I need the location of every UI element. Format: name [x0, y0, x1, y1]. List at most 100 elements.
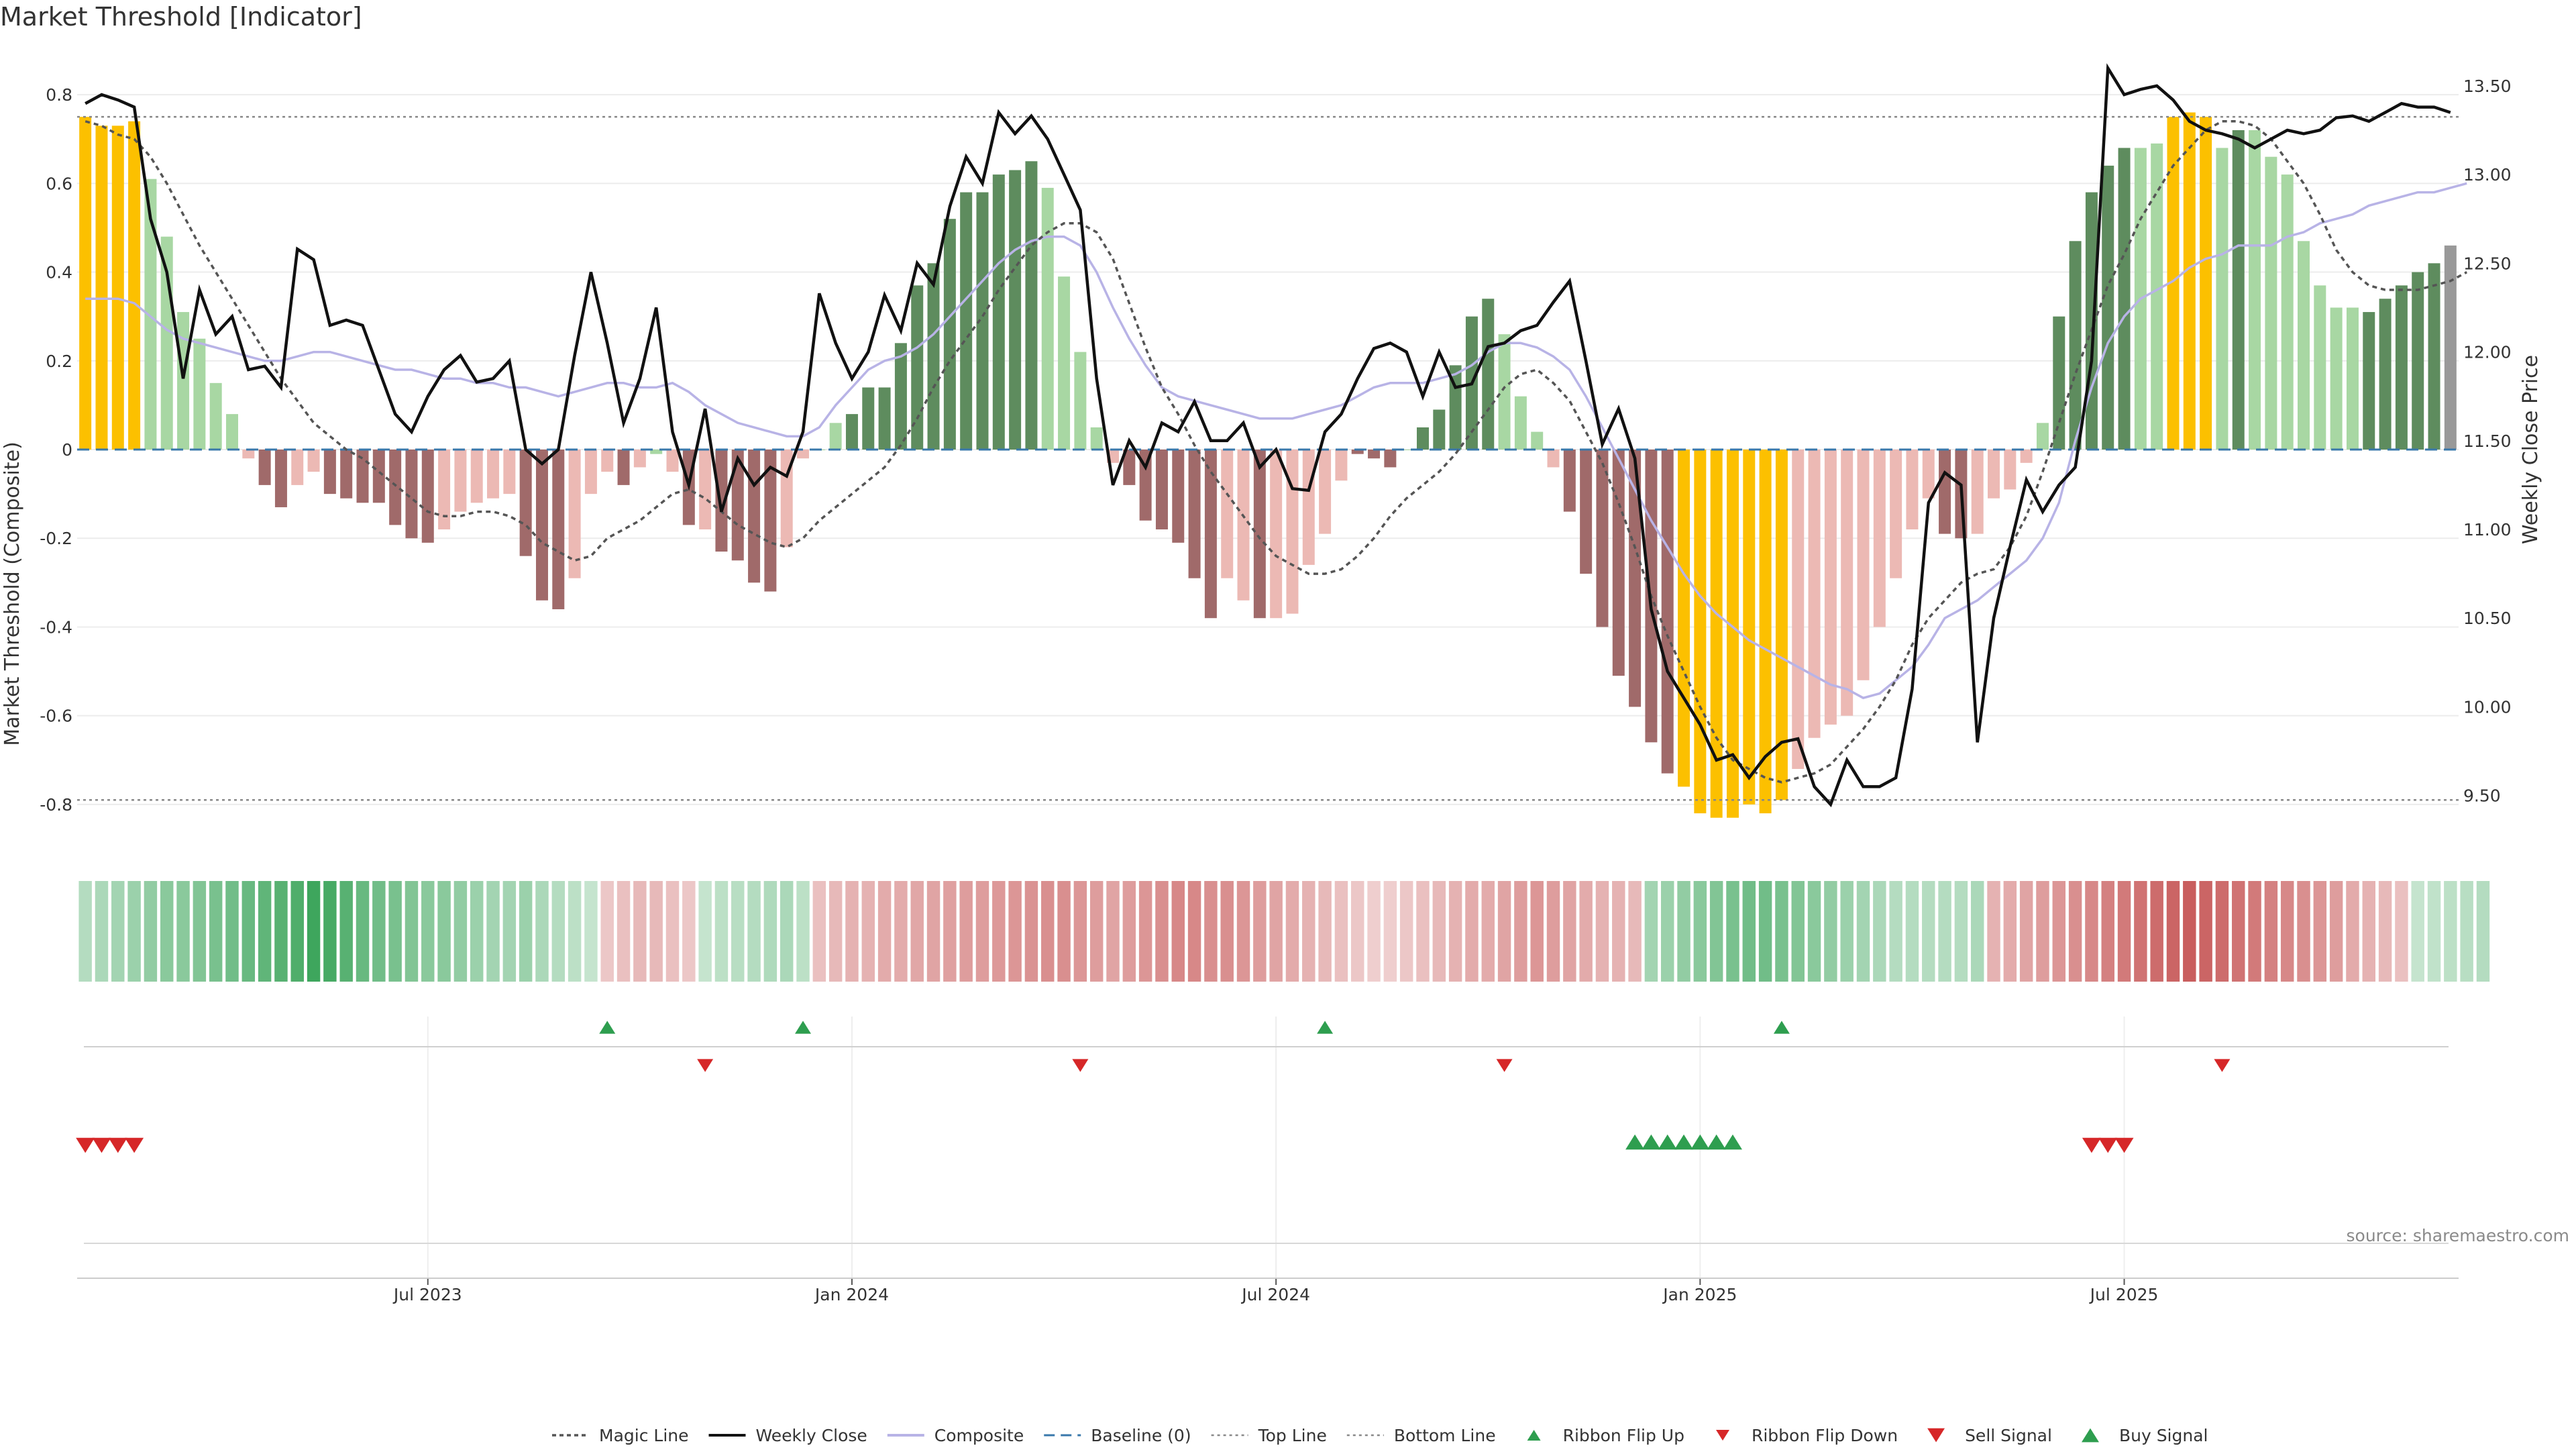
composite-bar	[1433, 409, 1446, 450]
ribbon-cell	[437, 881, 451, 982]
ribbon-cell	[600, 881, 614, 982]
ribbon-cell	[1660, 881, 1674, 982]
ribbon-cell	[1155, 881, 1169, 982]
ribbon-cell	[2444, 881, 2457, 982]
composite-bar	[1384, 450, 1397, 468]
legend-label: Weekly Close	[756, 1426, 867, 1445]
composite-bar	[2346, 307, 2359, 450]
ribbon-cell	[2248, 881, 2261, 982]
composite-bar	[421, 450, 434, 543]
composite-bar	[1270, 450, 1283, 619]
ribbon-cell	[926, 881, 941, 982]
ribbon-cell	[209, 881, 223, 982]
ribbon-cell	[1709, 881, 1723, 982]
legend-swatch-sell	[1927, 1428, 1945, 1443]
y-tick-left: 0.2	[46, 352, 72, 371]
ribbon-cell	[2199, 881, 2212, 982]
ribbon-cell	[551, 881, 566, 982]
composite-bar	[242, 450, 255, 459]
composite-bar	[1221, 450, 1234, 578]
legend-item-composite: Composite	[887, 1426, 1024, 1445]
y-tick-left: -0.4	[40, 617, 72, 637]
composite-bar	[2298, 241, 2310, 450]
ribbon-cell	[1122, 881, 1136, 982]
composite-bar	[323, 450, 336, 495]
buy-signal-marker	[1674, 1134, 1694, 1150]
composite-bar	[1547, 450, 1560, 468]
sell-signal-marker	[108, 1137, 127, 1153]
composite-bar	[274, 450, 287, 507]
composite-bar	[503, 450, 516, 495]
composite-bar	[601, 450, 614, 472]
composite-bar	[1808, 450, 1821, 738]
composite-bar	[1710, 450, 1723, 818]
legend-label: Sell Signal	[1965, 1426, 2052, 1445]
composite-bar	[715, 450, 728, 552]
chart-title: Market Threshold [Indicator]	[0, 2, 362, 32]
ribbon-cell	[1106, 881, 1120, 982]
ribbon-cell	[812, 881, 826, 982]
composite-bar	[111, 125, 124, 450]
composite-bar	[1482, 299, 1495, 450]
ribbon-cell	[323, 881, 337, 982]
ribbon-cell	[2476, 881, 2490, 982]
composite-bar	[927, 263, 940, 450]
ribbon-cell	[1204, 881, 1218, 982]
composite-bar	[1922, 450, 1935, 499]
legend-label: Ribbon Flip Up	[1563, 1426, 1684, 1445]
ribbon-cell	[975, 881, 989, 982]
ribbon-cell	[2297, 881, 2310, 982]
ribbon-cell	[1530, 881, 1544, 982]
composite-bar	[519, 450, 532, 556]
ribbon-cell	[2378, 881, 2392, 982]
composite-bar	[2151, 143, 2163, 450]
y-tick-left: 0	[62, 440, 72, 460]
ribbon-cell	[1253, 881, 1267, 982]
ribbon-cell	[665, 881, 680, 982]
ribbon-cell	[111, 881, 125, 982]
weekly-close-line	[85, 63, 2451, 808]
composite-bar	[878, 387, 891, 450]
composite-bar	[992, 174, 1005, 450]
composite-bar	[79, 117, 92, 450]
ribbon-cell	[959, 881, 973, 982]
composite-bar	[2330, 307, 2343, 450]
buy-signal-marker	[1707, 1134, 1726, 1150]
composite-bar	[1368, 450, 1381, 459]
right-axis-label: Weekly Close Price	[2519, 355, 2542, 544]
ribbon-cell	[1367, 881, 1381, 982]
composite-bar	[633, 450, 646, 468]
ribbon-cell	[763, 881, 777, 982]
buy-signal-marker	[1642, 1134, 1661, 1150]
ribbon-cell	[1905, 881, 1919, 982]
magic-line	[85, 120, 2468, 784]
composite-bar	[2069, 241, 2082, 450]
composite-bar	[2102, 165, 2114, 450]
legend-item-sell: Sell Signal	[1965, 1426, 2052, 1445]
ribbon-cell	[2313, 881, 2327, 982]
legend-swatch-flip-up	[1527, 1430, 1541, 1441]
buy-signal-marker	[1723, 1134, 1742, 1150]
composite-bar	[1841, 450, 1854, 716]
composite-bar	[584, 450, 597, 495]
ribbon-cell	[1628, 881, 1642, 982]
ribbon-cell	[1563, 881, 1576, 982]
composite-bar	[2265, 156, 2277, 450]
ribbon-cell	[258, 881, 272, 982]
ribbon-cell	[861, 881, 875, 982]
composite-bar	[2200, 117, 2212, 450]
y-tick-left: 0.8	[46, 85, 72, 105]
legend-label: Top Line	[1258, 1426, 1327, 1445]
legend-item-bottom: Bottom Line	[1346, 1426, 1496, 1445]
composite-bar	[1824, 450, 1837, 725]
ribbon-cell	[2427, 881, 2441, 982]
composite-bar	[307, 450, 320, 472]
source-note: source: sharemaestro.com	[2347, 1226, 2570, 1245]
y-tick-left: -0.6	[40, 707, 72, 726]
ribbon-cell	[1041, 881, 1055, 982]
buy-signal-marker	[1658, 1134, 1677, 1150]
ribbon-cell	[95, 881, 109, 982]
composite-bar	[764, 450, 777, 592]
ribbon-flip-down-marker	[697, 1059, 714, 1072]
legend-item-baseline: Baseline (0)	[1044, 1426, 1191, 1445]
